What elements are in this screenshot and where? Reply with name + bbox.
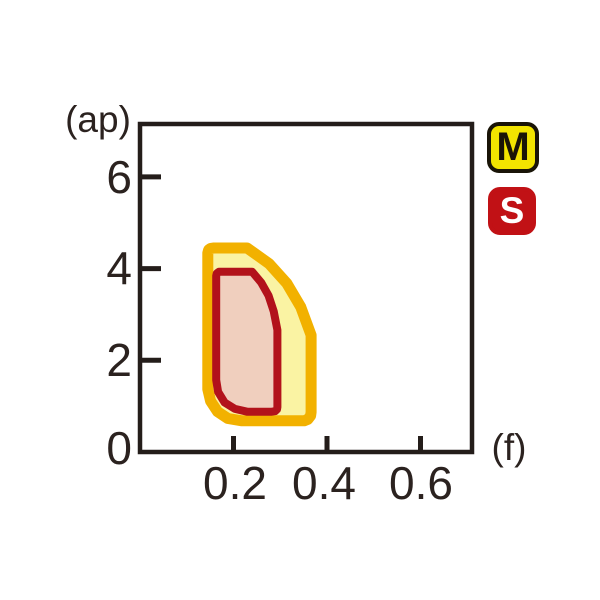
y-tick-label-0: 0 [106,422,132,474]
x-tick-label-0-4: 0.4 [292,457,356,509]
y-axis-label: (ap) [65,99,131,140]
y-tick-label-6: 6 [106,151,132,203]
x-axis-label: (f) [491,427,527,468]
x-tick-label-0-6: 0.6 [389,457,453,509]
region-s [212,267,282,416]
x-tick-label-0-2: 0.2 [203,457,267,509]
legend-badge-m-label: M [496,125,530,169]
legend-badge-m: M [487,122,539,173]
y-tick-label-4: 4 [106,242,132,294]
legend-badge-s: S [488,187,536,235]
legend-badge-s-label: S [499,190,525,231]
plot-frame [137,121,475,455]
y-tick-label-2: 2 [106,334,132,386]
